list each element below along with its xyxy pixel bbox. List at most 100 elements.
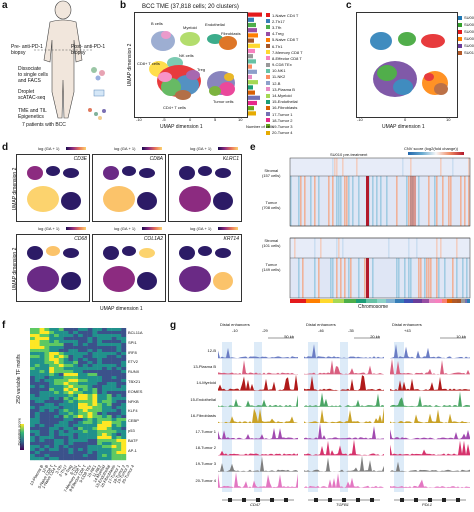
tme-step: TME and TIL Epigenetics [18, 108, 47, 120]
gene-colorbar [66, 147, 86, 150]
cluster-bar [248, 43, 260, 48]
annot-cd4: CD4+ T cells [163, 105, 186, 110]
motif-label: CEBP [128, 418, 139, 424]
cnv-score-label: CNV score (log2(fold change)) [404, 146, 459, 151]
panel-b-xtick-2: 0 [189, 117, 192, 122]
cluster-bar [248, 69, 257, 74]
cluster-swatch [266, 74, 270, 79]
gene-colorbar [142, 227, 162, 230]
motif-label: AP-1 [128, 447, 137, 453]
chromosome-segment [451, 299, 458, 303]
track-label: 20-Tumor 4 [195, 477, 216, 483]
patients-caption: 7 patients with BCC [22, 122, 66, 128]
cluster-legend-label: 18-Tumor 2 [272, 117, 293, 123]
track-label: 17-Tumor 1 [195, 429, 216, 434]
cluster-swatch [266, 25, 270, 30]
gene-scale-label: log (GA + 1) [190, 226, 212, 231]
motif-label: p53 [128, 428, 135, 433]
cluster-legend-item: 4-Treg [266, 31, 303, 37]
chromosome-segment [467, 299, 471, 303]
cluster-legend-item: 14-Myeloid [266, 92, 303, 98]
cluster-legend-label: 11-NK2 [272, 74, 286, 80]
annot-fibroblasts: Fibroblasts [221, 31, 241, 36]
track-label: 12-B [207, 348, 216, 353]
cluster-legend-item: 19-Tumor 3 [266, 123, 303, 129]
chromosome-segment [366, 299, 377, 303]
cluster-legend-label: 16-Fibroblasts [272, 105, 298, 111]
cluster-swatch [266, 112, 270, 117]
cluster-legend-item: 15-Endothelial [266, 99, 303, 105]
cluster-bar [248, 38, 254, 43]
genome-locus: Distal enhancers -10 -29 50 kb CD47 [218, 322, 298, 508]
panel-label-b: b [120, 0, 127, 11]
motif-label: BCL11A [128, 330, 143, 335]
sample-legend-item: SU006 [458, 28, 474, 35]
deviation-colorbar [20, 424, 24, 450]
cluster-legend-item: 9-CD8 TEx [266, 62, 303, 68]
chromosome-segment [446, 299, 452, 303]
cluster-legend-item: 11-NK2 [266, 74, 303, 80]
cluster-bar [248, 59, 256, 64]
motif-label: SPI1 [128, 339, 137, 345]
gene-scale-label: log (GA + 1) [190, 146, 212, 151]
chromosome-segment [319, 299, 333, 303]
cluster-legend-label: 9-CD8 TEx [272, 62, 292, 68]
cluster-swatch [266, 93, 270, 98]
cluster-swatch [266, 118, 270, 123]
sample-swatch [458, 22, 462, 27]
motif-deviation-heatmap [30, 328, 127, 461]
cluster-bar [248, 28, 257, 33]
panel-d-xlabel: UMAP dimension 1 [100, 306, 143, 312]
accessibility-track [304, 423, 384, 440]
cluster-bar [248, 80, 258, 85]
accessibility-track [304, 344, 384, 359]
chromosome-segment [332, 299, 345, 303]
cluster-legend-item: 8-Effector CD8 T [266, 55, 303, 61]
gene-scale-label: log (GA + 1) [38, 146, 60, 151]
cluster-legend-label: 14-Myeloid [272, 93, 292, 99]
cluster-swatch [266, 37, 270, 42]
gene-umap-panel: CD8A [92, 154, 166, 222]
accessibility-track [304, 407, 384, 423]
accessibility-track [390, 409, 470, 423]
gene-umap-panel: CD68 [16, 234, 90, 302]
accessibility-track [304, 473, 384, 488]
enhancer-mark: +43 [404, 328, 411, 333]
cluster-legend-item: 7-Memory CD8 T [266, 49, 303, 55]
sample-legend-label: SU005 [464, 22, 474, 27]
track-label: 19-Tumor 3 [195, 461, 216, 467]
cluster-legend-label: 19-Tumor 3 [272, 123, 293, 129]
gene-activity-grid: log (GA + 1) CD3E log (GA + 1) CD8A log (GA … [16, 146, 242, 306]
panel-c-xlabel: UMAP dimension 1 [382, 124, 425, 130]
chromosome-segment [356, 299, 367, 303]
motif-label: RUNX [128, 369, 140, 375]
locus-header: Distal enhancers [392, 322, 422, 327]
accessibility-track [304, 375, 384, 391]
motif-label: IRF8 [128, 349, 137, 355]
chromosome-segment [305, 299, 320, 303]
sample-legend-label: SU008 [464, 36, 474, 41]
sample-legend-label: SU010 [464, 50, 474, 55]
cluster-swatch [266, 105, 270, 110]
accessibility-track [390, 344, 470, 359]
panel-c-xtick-4: 10 [446, 117, 451, 122]
chromosome-segment [403, 299, 414, 303]
motif-label: KLF4 [128, 408, 138, 414]
annot-myeloid: Myeloid [183, 25, 197, 30]
cluster-bar [248, 74, 252, 80]
post-biopsy-label: Post- anti-PD-1 biopsy [71, 44, 106, 56]
gene-colorbar [218, 227, 238, 230]
panel-b-xtick-3: 5 [214, 117, 217, 122]
cluster-legend-item: 10-NK1 [266, 68, 303, 74]
panel-b-xtick-0: -10 [136, 117, 142, 122]
cluster-swatch [266, 44, 270, 49]
annot-cd8: CD8+ T cells [137, 61, 160, 66]
gene-name: KLRC1 [222, 156, 239, 162]
cluster-bar [248, 100, 257, 106]
gene-label: PDL1 [422, 502, 433, 507]
enhancer-mark: -29 [262, 328, 268, 333]
cnv-row-label-1: Tumor (708 cells) [262, 200, 281, 210]
cluster-legend-label: 6-Th1 [272, 43, 283, 49]
locus-scale: 20 kb [370, 334, 380, 339]
sample-legend-item: SU008 [458, 35, 474, 42]
